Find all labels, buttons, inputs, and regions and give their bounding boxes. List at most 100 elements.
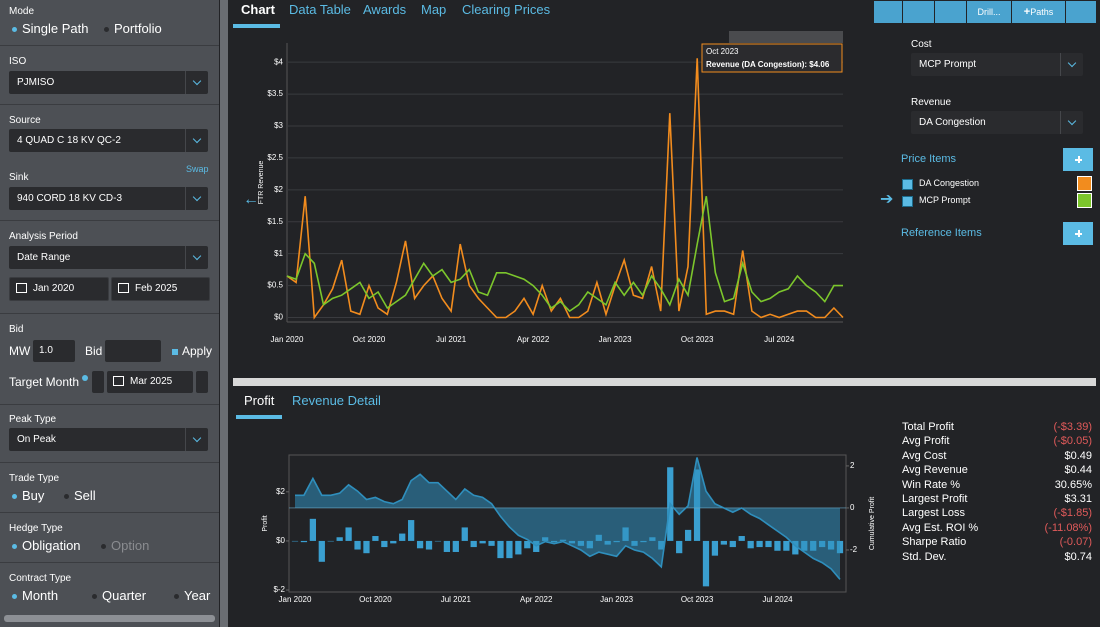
- checkbox[interactable]: [902, 179, 913, 190]
- stat-label: Std. Dev.: [902, 550, 947, 563]
- date-input[interactable]: Mar 2025: [107, 371, 193, 393]
- add-button[interactable]: [1063, 222, 1093, 245]
- radio[interactable]: Quarter: [92, 588, 146, 603]
- label: Sink: [9, 172, 29, 183]
- bar: [533, 540, 540, 552]
- color-swatch[interactable]: [1077, 176, 1092, 191]
- section-title: Price Items: [901, 153, 957, 165]
- stat-row: Win Rate % 30.65%: [902, 479, 1092, 493]
- tab[interactable]: Clearing Prices: [462, 2, 551, 17]
- tooltip-title: Oct 2023: [706, 47, 739, 56]
- radio[interactable]: Year: [174, 588, 210, 603]
- tab[interactable]: Revenue Detail: [292, 393, 381, 408]
- checkbox[interactable]: Apply: [172, 344, 212, 358]
- select[interactable]: MCP Prompt: [911, 53, 1083, 76]
- radio-label: Sell: [74, 488, 96, 503]
- y-tick-label: $1: [274, 249, 283, 258]
- stat-label: Avg Revenue: [902, 464, 968, 477]
- bar: [568, 540, 576, 544]
- bar: [425, 540, 433, 550]
- plot-frame: [288, 454, 847, 593]
- stat-label: Avg Cost: [902, 449, 947, 462]
- x-tick-label: Jan 2023: [599, 335, 632, 344]
- select-value: 4 QUAD C 18 KV QC-2: [17, 135, 121, 146]
- paths-button[interactable]: +Paths: [1012, 1, 1065, 23]
- bar: [542, 537, 549, 541]
- scrollbar[interactable]: [220, 0, 228, 627]
- next-button[interactable]: [196, 371, 208, 393]
- bar: [658, 540, 665, 550]
- select[interactable]: On Peak: [9, 428, 208, 451]
- bar: [515, 540, 522, 555]
- radio[interactable]: Month: [12, 588, 58, 603]
- color-swatch[interactable]: [1077, 193, 1092, 208]
- bar: [819, 540, 826, 548]
- bar: [702, 540, 710, 587]
- tab[interactable]: Map: [421, 2, 447, 17]
- scrollbar[interactable]: [4, 615, 215, 622]
- stat-value: $0.49: [1064, 449, 1092, 462]
- x-tick-label: Jan 2020: [279, 595, 312, 604]
- date-value: Feb 2025: [135, 283, 178, 294]
- swap-link[interactable]: Swap: [186, 164, 209, 174]
- section-title: Reference Items: [901, 227, 982, 239]
- bar: [756, 540, 763, 548]
- stat-row: Avg Revenue $0.44: [902, 464, 1092, 478]
- tab-active[interactable]: Chart: [241, 2, 275, 17]
- button-label: Paths: [1030, 7, 1054, 17]
- select[interactable]: 4 QUAD C 18 KV QC-2: [9, 129, 208, 152]
- bar: [711, 540, 719, 556]
- stat-label: Total Profit: [902, 421, 954, 433]
- bar: [470, 540, 477, 548]
- export-button[interactable]: [903, 1, 934, 23]
- bar: [390, 540, 397, 544]
- bar: [318, 540, 325, 562]
- date-input[interactable]: Feb 2025: [111, 277, 210, 301]
- add-button[interactable]: [1063, 148, 1093, 171]
- x-tick-label: Jul 2021: [436, 335, 467, 344]
- radio[interactable]: Buy: [12, 488, 44, 503]
- checkbox[interactable]: [902, 196, 913, 207]
- splitter[interactable]: [233, 378, 1096, 386]
- radio-label: Year: [184, 588, 211, 603]
- bar: [836, 540, 844, 554]
- info-button[interactable]: [935, 1, 966, 23]
- y-axis-label: Profit: [262, 515, 269, 531]
- refresh-button[interactable]: [874, 1, 902, 23]
- x-tick-label: Jul 2021: [441, 595, 472, 604]
- select[interactable]: Date Range: [9, 246, 208, 269]
- x-tick-label: Oct 2023: [681, 335, 714, 344]
- radio[interactable]: Portfolio: [104, 21, 162, 36]
- tab-active[interactable]: Profit: [244, 393, 275, 408]
- y-tick-label: $0: [276, 536, 285, 545]
- bar: [416, 540, 424, 549]
- select[interactable]: DA Congestion: [911, 111, 1083, 134]
- y-tick-label: $4: [274, 57, 283, 66]
- chart-toolbar[interactable]: [729, 31, 843, 43]
- radio[interactable]: Obligation: [12, 538, 81, 553]
- date-input[interactable]: Jan 2020: [9, 277, 109, 301]
- select[interactable]: PJMISO: [9, 71, 208, 94]
- label: Mode: [9, 6, 35, 17]
- y-tick-label: $3: [274, 121, 283, 130]
- y-tick-label: $3.5: [267, 89, 283, 98]
- radio[interactable]: Sell: [64, 488, 96, 503]
- prev-button[interactable]: [92, 371, 104, 393]
- radio-label: Option: [111, 538, 150, 553]
- expand-button[interactable]: [1066, 1, 1096, 23]
- tab[interactable]: Data Table: [289, 2, 351, 17]
- tab[interactable]: Awards: [363, 2, 407, 17]
- mw-input[interactable]: 1.0: [33, 340, 75, 362]
- select[interactable]: 940 CORD 18 KV CD-3: [9, 187, 208, 210]
- bid-input[interactable]: [105, 340, 161, 362]
- stat-value: (-11.08%): [1044, 521, 1092, 534]
- nav-arrow[interactable]: ←: [243, 191, 259, 208]
- drill-button[interactable]: Drill...: [967, 1, 1011, 23]
- line: [286, 58, 844, 320]
- radio[interactable]: Single Path: [12, 21, 89, 36]
- stat-value: (-$3.39): [1053, 421, 1092, 433]
- label: Source: [9, 115, 41, 126]
- stat-value: (-$1.85): [1053, 507, 1092, 520]
- radio[interactable]: Option: [101, 538, 149, 553]
- bar: [524, 540, 531, 549]
